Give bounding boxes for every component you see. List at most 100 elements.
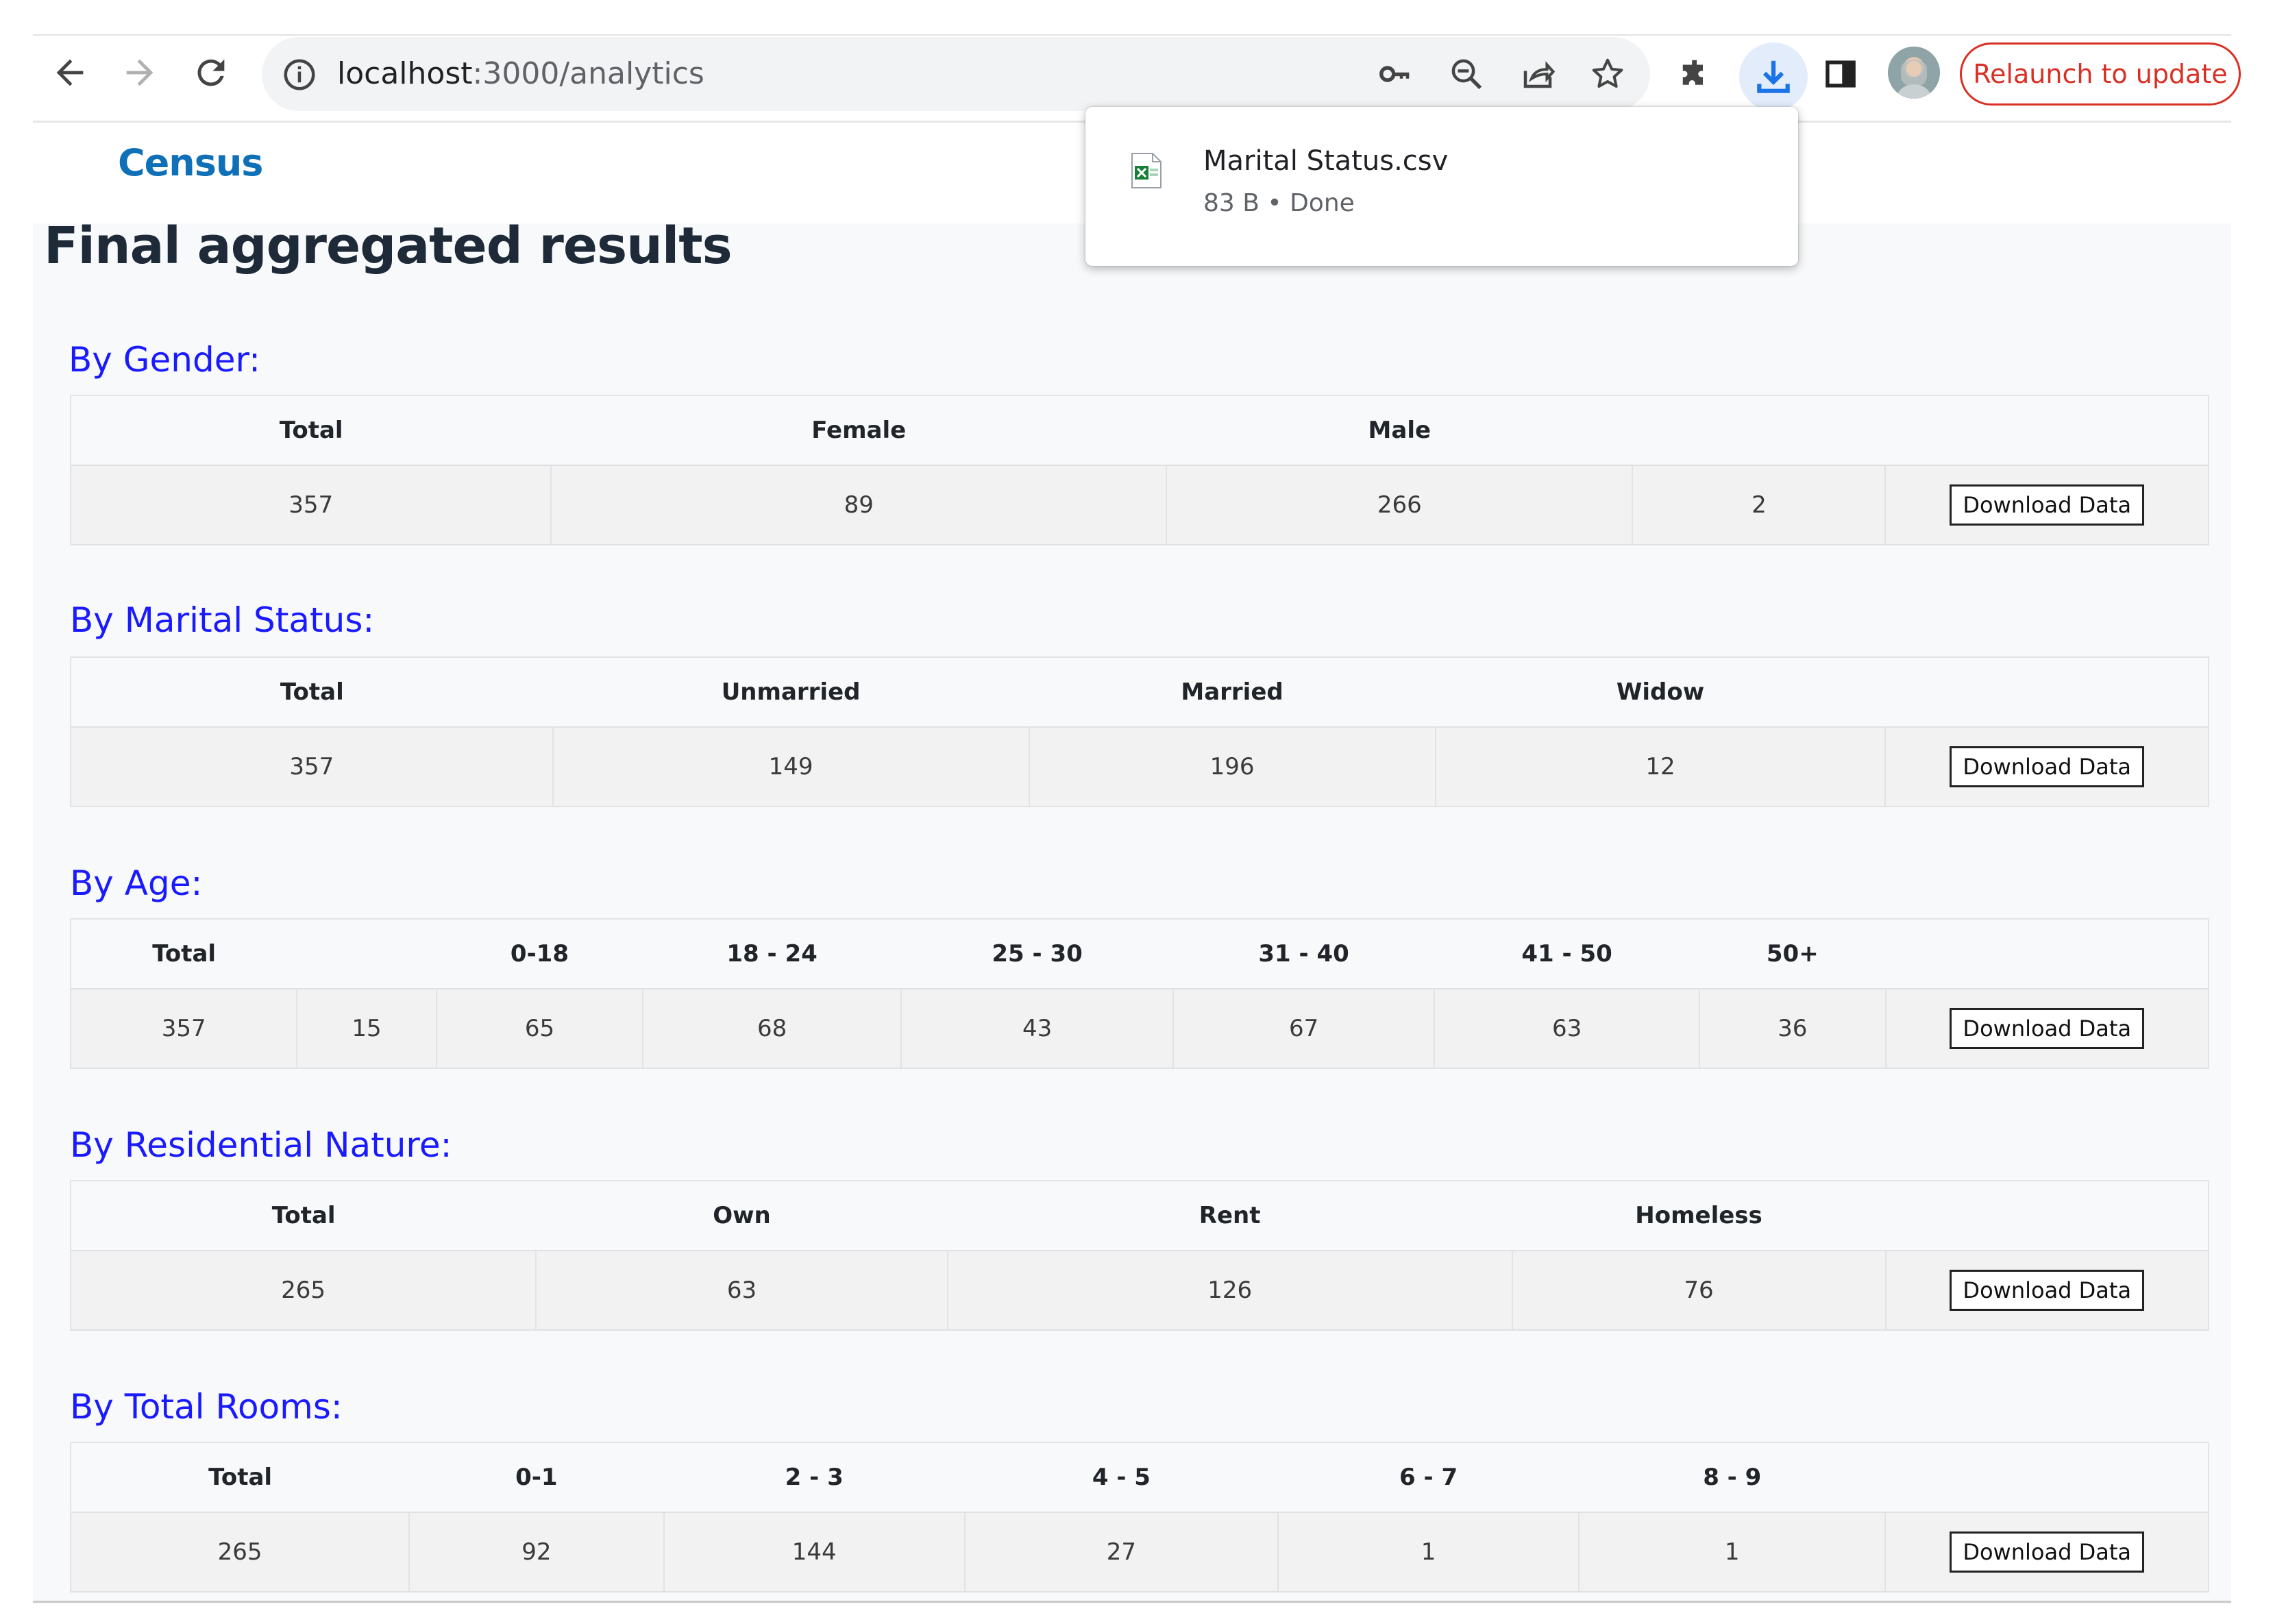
age-value-18-24: 68	[642, 988, 902, 1069]
age-header-18-24: 18 - 24	[643, 918, 902, 989]
bookmark-button[interactable]	[1577, 44, 1638, 104]
rooms-value-4-5: 27	[963, 1512, 1278, 1592]
marital-header-unmarried: Unmarried	[552, 656, 1029, 727]
address-bar[interactable]	[262, 37, 1650, 111]
age-header-action	[1885, 918, 2210, 989]
rooms-header-4-5: 4 - 5	[964, 1442, 1278, 1512]
zoom-button[interactable]	[1436, 44, 1497, 104]
url-host: localhost	[337, 56, 473, 91]
gender-header-male: Male	[1166, 395, 1633, 465]
rooms-value-2-3: 144	[663, 1512, 965, 1592]
back-button[interactable]	[37, 40, 103, 106]
gender-header-action	[1885, 395, 2209, 465]
marital-action-cell: Download Data	[1884, 726, 2209, 807]
residential-value-total: 265	[69, 1250, 537, 1331]
age-header-blank	[297, 918, 437, 989]
section-title-age: By Age:	[70, 863, 203, 903]
zoom-out-icon	[1451, 59, 1482, 90]
residential-table: Total Own Rent Homeless 265 63 126 76 Do…	[69, 1180, 2209, 1331]
gender-header-other	[1632, 395, 1886, 465]
gender-value-male: 266	[1166, 465, 1633, 545]
section-title-gender: By Gender:	[69, 340, 261, 380]
marital-header-widow: Widow	[1435, 656, 1886, 727]
csv-file-icon	[1131, 152, 1162, 189]
age-action-cell: Download Data	[1884, 988, 2210, 1069]
forward-arrow-icon	[126, 59, 153, 86]
age-value-extra: 15	[296, 988, 437, 1069]
age-value-31-40: 67	[1172, 988, 1435, 1069]
brand-logo[interactable]: Census	[118, 141, 263, 184]
age-value-0-18: 65	[435, 988, 643, 1069]
url-text[interactable]: localhost:3000/analytics	[337, 53, 704, 95]
gender-value-female: 89	[550, 465, 1167, 545]
marital-value-married: 196	[1028, 726, 1436, 807]
gender-value-other: 2	[1632, 465, 1886, 545]
download-residential-button[interactable]: Download Data	[1950, 1270, 2145, 1311]
rooms-header-action	[1885, 1442, 2209, 1512]
age-header-50-plus: 50+	[1699, 918, 1886, 989]
age-value-50-plus: 36	[1699, 988, 1886, 1069]
residential-header-own: Own	[536, 1180, 948, 1251]
side-panel-button[interactable]	[1810, 44, 1871, 104]
rooms-header-8-9: 8 - 9	[1579, 1442, 1886, 1512]
rooms-header-2-3: 2 - 3	[663, 1442, 965, 1512]
side-panel-icon	[1826, 60, 1856, 88]
star-icon	[1592, 58, 1623, 88]
marital-value-unmarried: 149	[552, 726, 1029, 807]
age-value-total: 357	[69, 988, 297, 1069]
rooms-value-6-7: 1	[1277, 1512, 1580, 1592]
reload-icon	[197, 59, 225, 86]
rooms-action-cell: Download Data	[1884, 1512, 2209, 1592]
rooms-table: Total 0-1 2 - 3 4 - 5 6 - 7 8 - 9 265 92…	[69, 1442, 2209, 1592]
page-bottom-border	[33, 1601, 2231, 1603]
rooms-value-total: 265	[69, 1512, 410, 1592]
reload-button[interactable]	[178, 40, 244, 106]
residential-header-homeless: Homeless	[1512, 1180, 1886, 1251]
key-icon	[1379, 66, 1410, 82]
extensions-icon	[1682, 60, 1703, 85]
page-background	[33, 123, 2231, 1603]
download-rooms-button[interactable]: Download Data	[1950, 1531, 2145, 1573]
download-file-name[interactable]: Marital Status.csv	[1203, 145, 1449, 177]
info-icon[interactable]	[281, 56, 318, 93]
section-title-residential: By Residential Nature:	[70, 1125, 452, 1165]
age-header-total: Total	[69, 918, 297, 989]
downloads-button[interactable]	[1739, 42, 1808, 111]
rooms-header-6-7: 6 - 7	[1278, 1442, 1580, 1512]
age-header-41-50: 41 - 50	[1434, 918, 1700, 989]
share-button[interactable]	[1508, 44, 1568, 104]
download-age-button[interactable]: Download Data	[1950, 1008, 2145, 1049]
age-header-25-30: 25 - 30	[901, 918, 1174, 989]
download-popup[interactable]	[1085, 107, 1798, 266]
residential-header-rent: Rent	[947, 1180, 1512, 1251]
marital-header-married: Married	[1029, 656, 1436, 727]
marital-value-total: 357	[70, 726, 553, 807]
download-file-status: 83 B • Done	[1203, 189, 1355, 217]
residential-value-own: 63	[535, 1250, 948, 1331]
residential-value-homeless: 76	[1511, 1250, 1886, 1331]
rooms-value-0-1: 92	[408, 1512, 664, 1592]
age-value-25-30: 43	[900, 988, 1174, 1069]
profile-avatar[interactable]	[1888, 47, 1940, 99]
residential-header-total: Total	[69, 1180, 537, 1251]
residential-action-cell: Download Data	[1884, 1250, 2209, 1331]
extensions-button[interactable]	[1667, 44, 1727, 104]
rooms-value-8-9: 1	[1578, 1512, 1886, 1592]
relaunch-to-update-button[interactable]: Relaunch to update	[1960, 42, 2241, 106]
gender-action-cell: Download Data	[1884, 465, 2209, 545]
age-value-41-50: 63	[1434, 988, 1700, 1069]
residential-value-rent: 126	[946, 1250, 1512, 1331]
forward-button[interactable]	[107, 40, 173, 106]
age-header-0-18: 0-18	[436, 918, 643, 989]
residential-header-action	[1885, 1180, 2209, 1251]
browser-top-border	[33, 34, 2231, 36]
password-key-button[interactable]	[1365, 44, 1425, 104]
share-icon	[1523, 61, 1556, 88]
download-icon	[1757, 60, 1790, 93]
age-header-31-40: 31 - 40	[1173, 918, 1435, 989]
download-marital-button[interactable]: Download Data	[1950, 746, 2145, 787]
gender-header-total: Total	[69, 395, 552, 465]
rooms-header-total: Total	[69, 1442, 410, 1512]
download-gender-button[interactable]: Download Data	[1950, 484, 2145, 526]
gender-header-female: Female	[551, 395, 1167, 465]
